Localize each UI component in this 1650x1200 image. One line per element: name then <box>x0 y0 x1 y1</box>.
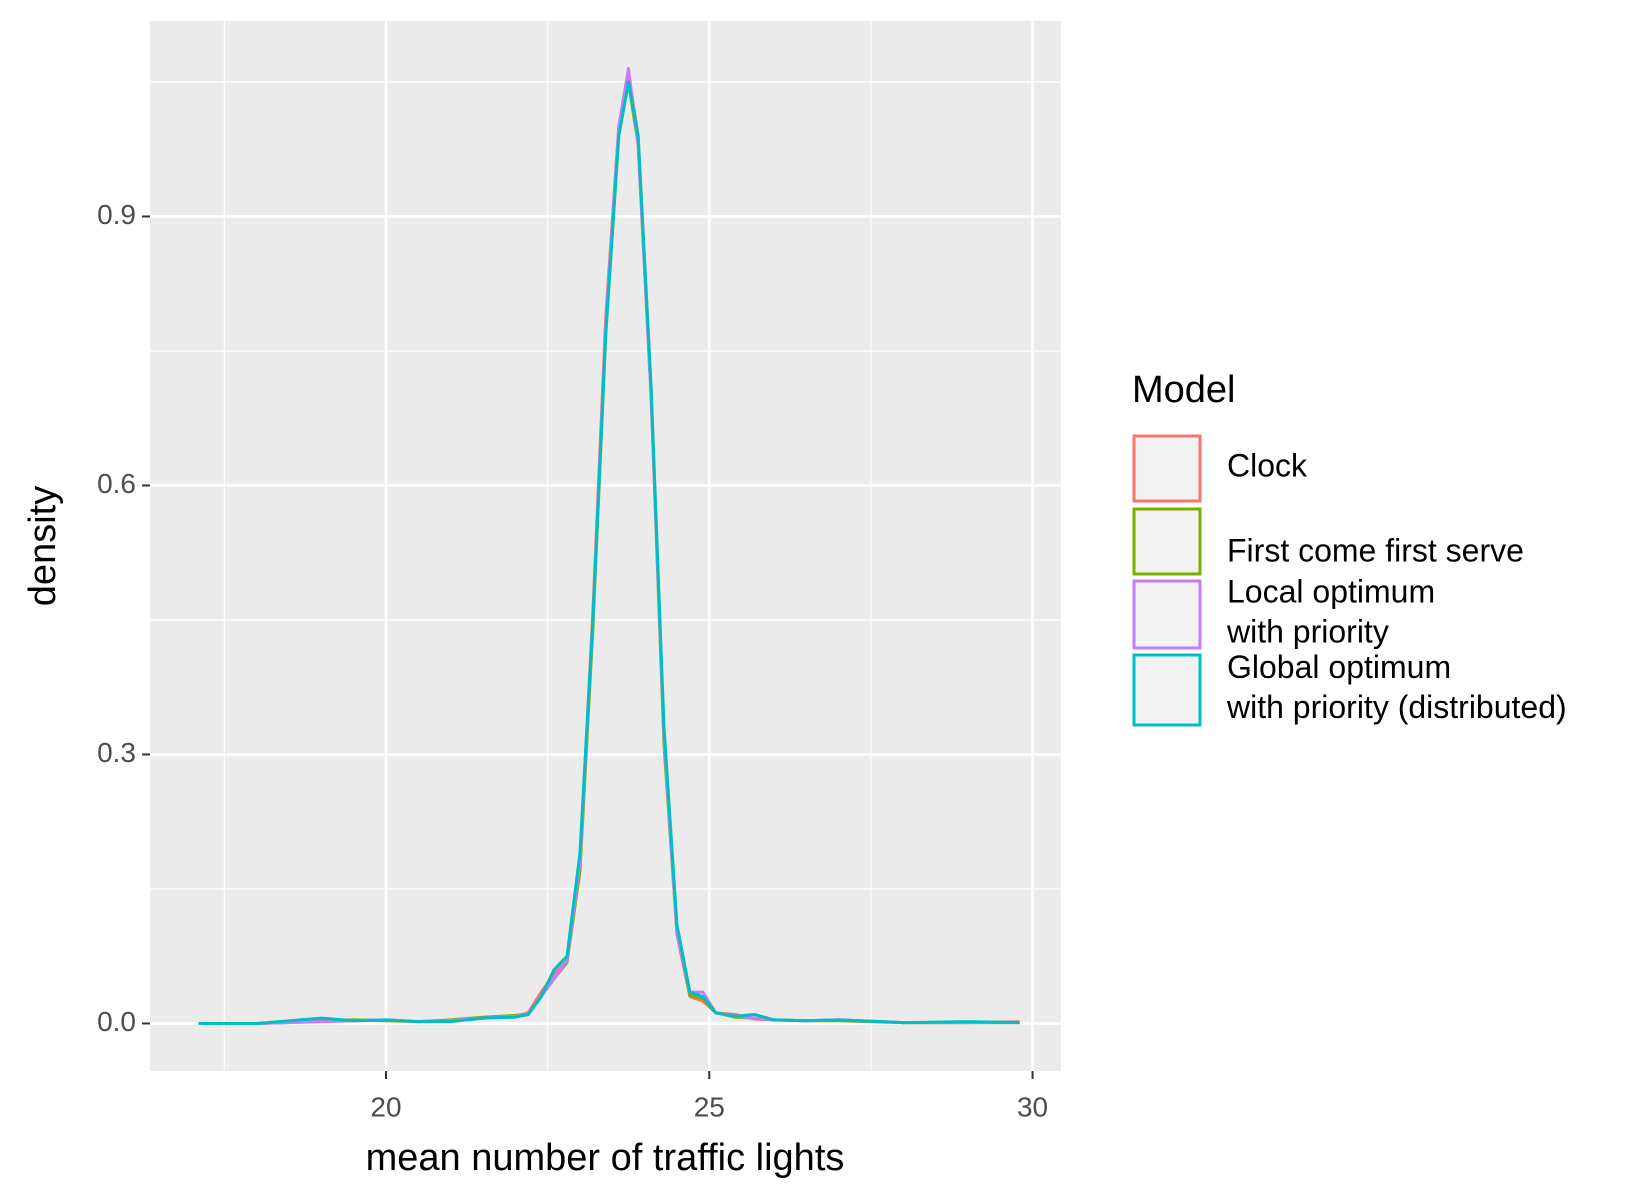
legend-key <box>1132 434 1202 503</box>
y-tick-label: 0.9 <box>97 199 136 230</box>
legend-label-line: with priority (distributed) <box>1226 689 1567 725</box>
legend-label-line: First come first serve <box>1227 533 1524 569</box>
legend-key <box>1132 579 1202 650</box>
legend-label: Local optimum with priority <box>1226 574 1435 650</box>
legend-label-line: Global optimum <box>1227 649 1451 685</box>
y-tick-label: 0.3 <box>97 737 136 768</box>
x-tick-label: 25 <box>694 1091 725 1122</box>
legend-title: Model <box>1132 369 1236 411</box>
legend-label-line: Local optimum <box>1227 574 1435 610</box>
legend-label-line: Clock <box>1227 448 1308 484</box>
legend-label: Clock <box>1227 448 1308 484</box>
y-tick-label: 0.0 <box>97 1006 136 1037</box>
x-axis-title: mean number of traffic lights <box>366 1137 845 1179</box>
legend-key <box>1132 653 1202 727</box>
density-line <box>198 80 1020 1025</box>
x-tick-label: 20 <box>370 1091 401 1122</box>
y-axis-title: density <box>22 486 64 606</box>
legend-key <box>1132 507 1202 576</box>
panel-background <box>150 21 1061 1071</box>
legend-label: First come first serve <box>1227 533 1524 569</box>
legend-label-line: with priority <box>1226 614 1389 650</box>
x-tick-label: 30 <box>1017 1091 1048 1122</box>
y-tick-label: 0.6 <box>97 468 136 499</box>
legend-label: Global optimum with priority (distributed… <box>1226 649 1567 725</box>
